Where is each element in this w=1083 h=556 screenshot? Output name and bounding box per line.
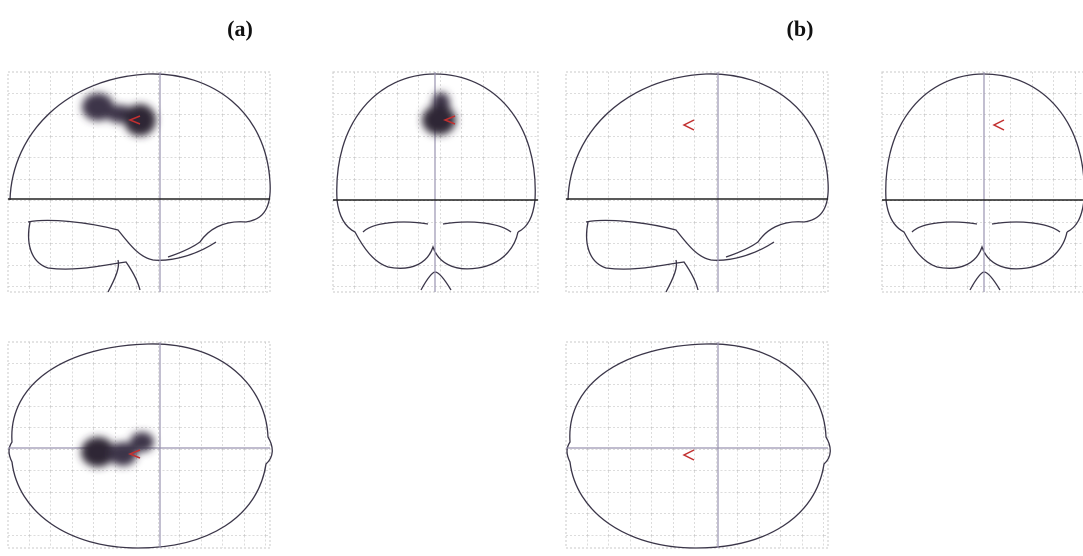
sagittal-view <box>8 72 270 292</box>
page: (a) (b) <box>0 0 1083 551</box>
axial-view <box>8 342 272 548</box>
figure: (a) (b) <box>0 0 1083 551</box>
axial-view <box>566 342 830 548</box>
panel-label: (b) <box>787 16 814 41</box>
panel-label: (a) <box>227 16 253 41</box>
coronal-view <box>882 72 1083 292</box>
coronal-view <box>333 72 538 292</box>
sagittal-view <box>566 72 828 292</box>
